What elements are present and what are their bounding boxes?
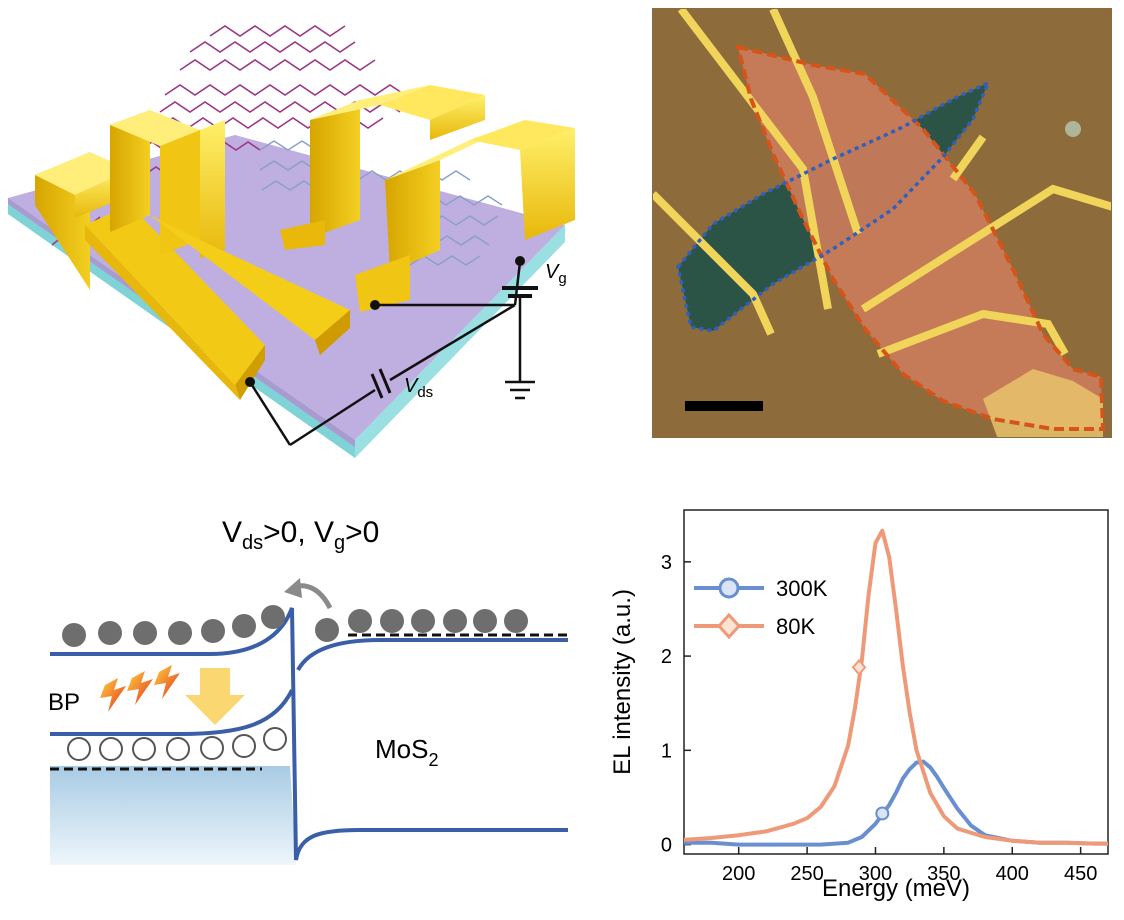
series-line-80K bbox=[683, 528, 1108, 846]
x-tick-label: 350 bbox=[927, 863, 960, 885]
series-marker-80K bbox=[851, 658, 867, 676]
chart-canvas: 200 250 300 350 400 450 0 1 2 3 300K 80K Energy (… bbox=[609, 509, 1109, 902]
legend-marker-80K bbox=[716, 612, 742, 640]
electrodes bbox=[653, 9, 1111, 358]
x-tick-label: 300 bbox=[859, 863, 892, 885]
emission-bolts bbox=[100, 665, 180, 712]
mos2-label: MoS2 bbox=[375, 734, 438, 770]
y-tick-label: 2 bbox=[661, 646, 672, 668]
gold-electrode-1 bbox=[35, 152, 265, 400]
electrons bbox=[62, 605, 528, 647]
legend: 300K 80K bbox=[694, 576, 828, 640]
legend-label-80K: 80K bbox=[776, 614, 815, 639]
legend-marker-300K bbox=[718, 577, 740, 599]
x-tick-label: 200 bbox=[722, 863, 755, 885]
gold-electrode-3 bbox=[280, 85, 485, 250]
x-axis: 200 250 300 350 400 450 bbox=[722, 847, 1097, 885]
mos2-outline bbox=[676, 79, 992, 333]
vg-label: V bbox=[545, 261, 560, 283]
vds-label: V bbox=[404, 375, 419, 397]
band-title: Vds>0, Vg>0 bbox=[222, 516, 379, 554]
y-axis: 0 1 2 3 bbox=[661, 552, 691, 857]
vds-sub: ds bbox=[417, 384, 433, 401]
y-tick-label: 1 bbox=[661, 740, 672, 762]
y-axis-label: EL intensity (a.u.) bbox=[609, 589, 636, 775]
device-schematic: Vg Vds bbox=[0, 0, 600, 460]
el-spectrum-chart: 200 250 300 350 400 450 0 1 2 3 300K 80K Energy (… bbox=[600, 490, 1124, 920]
gold-electrode-2 bbox=[110, 110, 350, 355]
series-marker-300K bbox=[875, 806, 890, 821]
band-edges bbox=[50, 607, 568, 861]
vg-sub: g bbox=[558, 270, 566, 287]
y-tick-label: 0 bbox=[661, 835, 672, 857]
optical-micrograph bbox=[652, 8, 1112, 438]
scale-bar bbox=[685, 401, 763, 411]
recombination-arrow bbox=[185, 668, 245, 725]
x-tick-label: 400 bbox=[996, 863, 1029, 885]
x-tick-label: 250 bbox=[790, 863, 823, 885]
bp-label: BP bbox=[48, 689, 80, 716]
bp-valence-region bbox=[50, 766, 296, 865]
holes bbox=[67, 727, 287, 761]
x-tick-label: 450 bbox=[1064, 863, 1097, 885]
x-axis-label: Energy (meV) bbox=[822, 875, 970, 902]
y-tick-label: 3 bbox=[661, 552, 672, 574]
band-diagram: Vds>0, Vg>0 BP MoS2 bbox=[0, 490, 600, 920]
plot-frame bbox=[683, 509, 1109, 855]
svg-text:Vds: Vds bbox=[404, 375, 433, 401]
gold-electrode-4 bbox=[355, 120, 575, 312]
bp-outline bbox=[735, 44, 1106, 431]
legend-label-300K: 300K bbox=[776, 576, 828, 601]
series-layer bbox=[683, 528, 1108, 847]
circuit bbox=[248, 260, 538, 447]
svg-text:Vg: Vg bbox=[545, 261, 567, 287]
